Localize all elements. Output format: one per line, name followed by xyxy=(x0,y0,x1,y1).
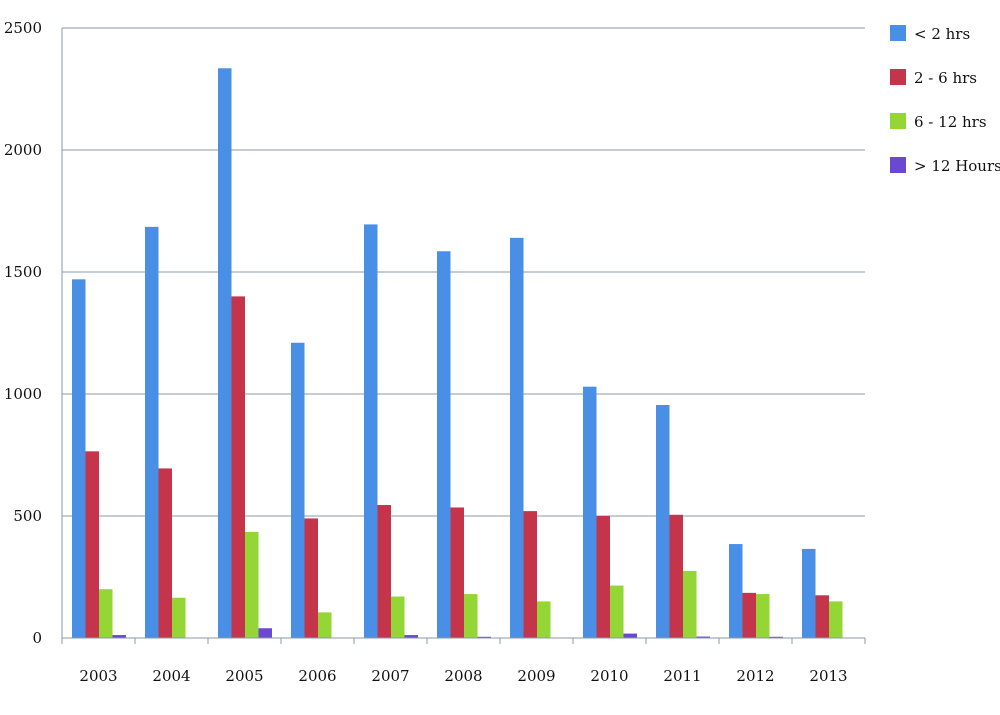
legend-swatch xyxy=(890,69,906,85)
bar xyxy=(537,601,551,638)
grid xyxy=(62,27,865,517)
bar xyxy=(523,511,537,638)
bar xyxy=(815,595,829,638)
bar xyxy=(99,589,113,638)
bar xyxy=(829,601,843,638)
bar xyxy=(583,386,597,638)
legend-label: < 2 hrs xyxy=(914,25,970,43)
bar xyxy=(596,516,610,638)
bar xyxy=(377,505,391,638)
legend: < 2 hrs 2 - 6 hrs 6 - 12 hrs > 12 Hours xyxy=(890,25,1000,175)
y-tick-label: 0 xyxy=(32,629,42,647)
bar xyxy=(802,548,816,638)
x-tick-label: 2005 xyxy=(225,667,263,685)
x-tick-label: 2013 xyxy=(809,667,847,685)
bar xyxy=(742,592,756,638)
x-tick-label: 2008 xyxy=(444,667,482,685)
bar xyxy=(318,612,332,638)
bar xyxy=(158,468,172,638)
bar xyxy=(510,237,524,638)
legend-label: > 12 Hours xyxy=(914,157,1000,175)
bar xyxy=(391,596,405,638)
y-axis-ticks: 0 500 1000 1500 2000 2500 xyxy=(4,19,42,647)
bar xyxy=(231,296,245,638)
x-tick-label: 2012 xyxy=(736,667,774,685)
x-tick-label: 2009 xyxy=(517,667,555,685)
legend-swatch xyxy=(890,113,906,129)
y-tick-label: 2500 xyxy=(4,19,42,37)
x-tick-label: 2010 xyxy=(590,667,628,685)
bar xyxy=(669,514,683,638)
bar xyxy=(610,585,624,638)
bar xyxy=(258,628,272,638)
legend-label: 2 - 6 hrs xyxy=(914,69,977,87)
bar xyxy=(450,507,464,638)
y-tick-label: 2000 xyxy=(4,141,42,159)
bar xyxy=(218,68,232,638)
bar xyxy=(72,279,86,638)
axes xyxy=(61,28,866,644)
bar xyxy=(756,594,770,638)
bar xyxy=(364,224,378,639)
y-tick-label: 500 xyxy=(13,507,42,525)
legend-label: 6 - 12 hrs xyxy=(914,113,987,131)
y-tick-label: 1000 xyxy=(4,385,42,403)
bars xyxy=(72,68,843,639)
bar xyxy=(145,226,159,639)
legend-swatch xyxy=(890,25,906,41)
bar xyxy=(464,594,478,638)
x-tick-label: 2003 xyxy=(79,667,117,685)
y-tick-label: 1500 xyxy=(4,263,42,281)
bar xyxy=(85,451,99,638)
bar xyxy=(112,635,126,638)
bar xyxy=(404,635,418,638)
bar xyxy=(696,636,710,638)
bar xyxy=(245,531,259,638)
bar xyxy=(729,544,743,638)
bar xyxy=(656,404,670,638)
bar xyxy=(172,597,186,638)
bar xyxy=(683,570,697,638)
x-tick-label: 2004 xyxy=(152,667,190,685)
bar xyxy=(477,636,491,638)
x-tick-label: 2006 xyxy=(298,667,336,685)
x-tick-label: 2011 xyxy=(663,667,701,685)
bar xyxy=(291,342,305,638)
x-axis-ticks: 2003 2004 2005 2006 2007 2008 2009 2010 2011 2012… xyxy=(79,667,847,685)
bar xyxy=(769,636,783,638)
x-tick-label: 2007 xyxy=(371,667,409,685)
bar xyxy=(437,251,451,638)
legend-swatch xyxy=(890,157,906,173)
bar xyxy=(304,518,318,638)
bar xyxy=(623,633,637,638)
